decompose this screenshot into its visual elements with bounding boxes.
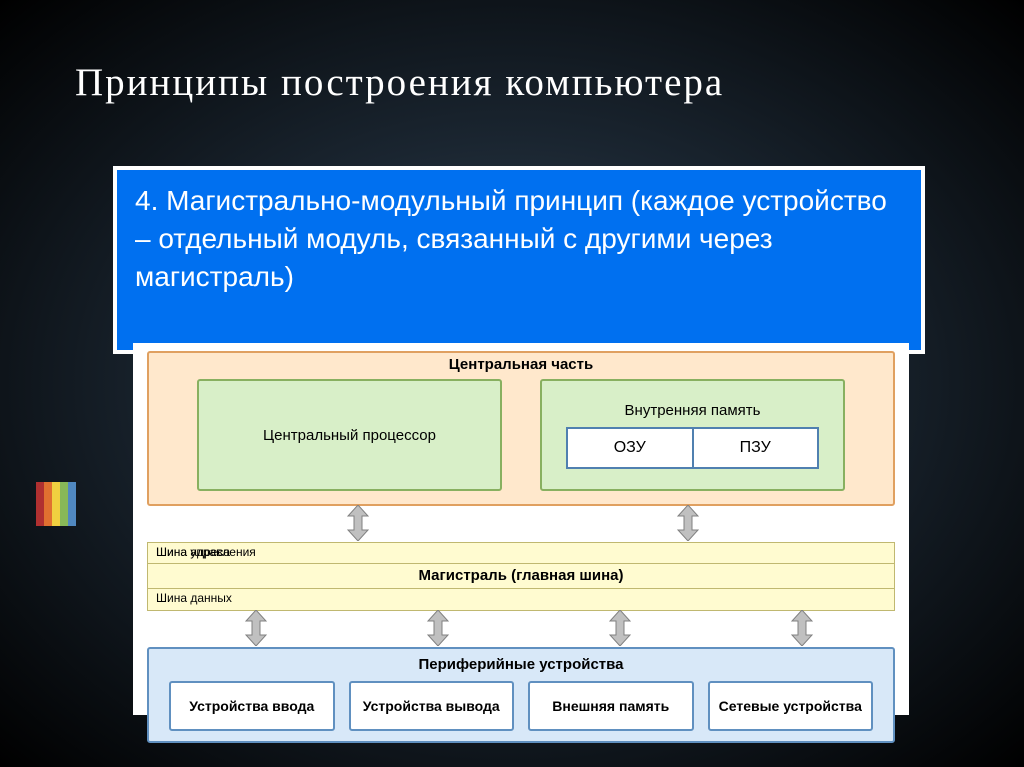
peripheral-box: Внешняя память [528, 681, 694, 731]
peripheral-section: Периферийные устройства Устройства ввода… [147, 647, 895, 743]
peripheral-title: Периферийные устройства [149, 653, 893, 681]
architecture-diagram: Центральная часть Центральный процессор … [133, 343, 909, 715]
accent-stripes [36, 482, 76, 526]
peripheral-box: Сетевые устройства [708, 681, 874, 731]
double-arrow-icon [677, 505, 699, 541]
double-arrow-icon [791, 610, 813, 646]
peripheral-box: Устройства ввода [169, 681, 335, 731]
bottom-arrow-row [147, 611, 895, 647]
bus-control: Шина управления [148, 543, 894, 564]
bus-address: Шина адреса [156, 545, 230, 559]
double-arrow-icon [609, 610, 631, 646]
top-arrow-row [147, 506, 895, 542]
double-arrow-icon [245, 610, 267, 646]
double-arrow-icon [427, 610, 449, 646]
central-part: Центральная часть Центральный процессор … [147, 351, 895, 506]
bus-main-label: Магистраль (главная шина) [418, 567, 623, 584]
memory-label: Внутренняя память [548, 402, 837, 419]
memory-inner: ОЗУ ПЗУ [566, 427, 819, 469]
peripheral-row: Устройства ввода Устройства вывода Внешняя… [149, 681, 893, 731]
bus: Шина управления Шина адреса Магистраль (… [147, 542, 895, 611]
peripheral-box: Устройства вывода [349, 681, 515, 731]
bus-main: Шина адреса Магистраль (главная шина) [148, 564, 894, 589]
cpu-label: Центральный процессор [205, 427, 494, 444]
principle-box-frame: 4. Магистрально-модульный принцип (каждо… [113, 166, 925, 354]
double-arrow-icon [347, 505, 369, 541]
bus-data: Шина данных [148, 589, 894, 610]
slide-title: Принципы построения компьютера [0, 0, 1024, 125]
memory-box: Внутренняя память ОЗУ ПЗУ [540, 379, 845, 491]
central-title: Центральная часть [163, 353, 879, 379]
ozu-cell: ОЗУ [568, 429, 694, 467]
cpu-box: Центральный процессор [197, 379, 502, 491]
principle-text: 4. Магистрально-модульный принцип (каждо… [117, 170, 921, 350]
pzu-cell: ПЗУ [694, 429, 818, 467]
